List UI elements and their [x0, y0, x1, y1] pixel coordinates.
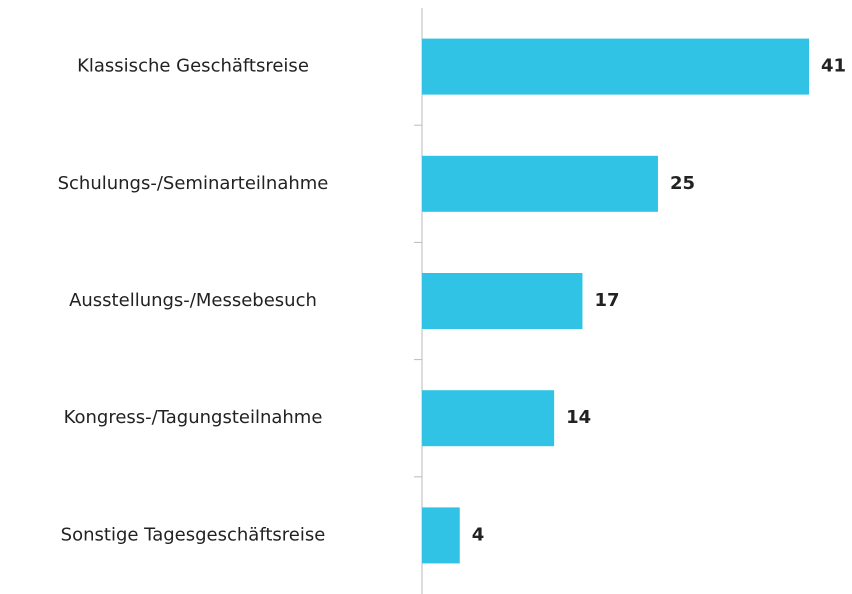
category-label: Schulungs-/Seminarteilnahme — [58, 173, 329, 194]
category-label: Sonstige Tagesgeschäftsreise — [61, 524, 326, 545]
value-label: 41 — [821, 56, 846, 77]
bar — [422, 273, 583, 329]
bar — [422, 155, 658, 212]
value-label: 25 — [670, 173, 695, 194]
category-label: Klassische Geschäftsreise — [77, 56, 309, 77]
category-label: Ausstellungs-/Messebesuch — [69, 290, 317, 311]
value-label: 4 — [472, 524, 485, 545]
value-label: 14 — [566, 407, 591, 428]
value-label: 17 — [594, 290, 619, 311]
category-label: Kongress-/Tagungsteilnahme — [64, 407, 323, 428]
bar — [422, 390, 555, 447]
bar — [422, 507, 460, 564]
bar — [422, 38, 809, 95]
